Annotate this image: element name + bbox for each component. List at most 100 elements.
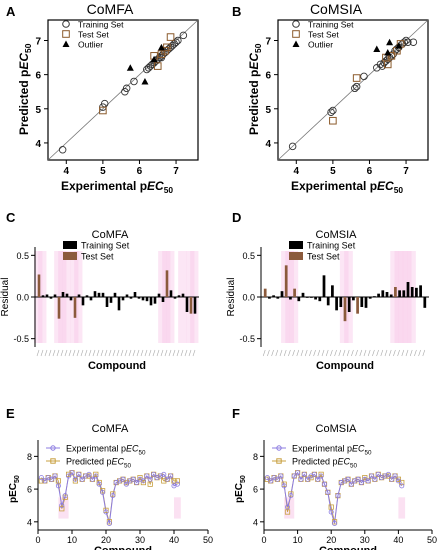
experimental-point: [96, 481, 102, 487]
compound-tick: [409, 349, 413, 357]
legend-marker-training: [292, 20, 300, 28]
training-bar: [415, 287, 418, 297]
training-bar: [173, 297, 177, 299]
experimental-point: [288, 493, 294, 499]
test-bar: [57, 297, 61, 319]
compound-tick: [309, 349, 312, 357]
legend-swatch-training: [63, 241, 77, 249]
y-tick-label: 4: [265, 139, 271, 150]
experimental-point: [55, 483, 61, 489]
legend-marker-test: [62, 30, 70, 38]
predicted-point: [86, 473, 92, 479]
legend-swatch-test: [63, 252, 77, 260]
training-bar: [268, 297, 271, 299]
x-axis-label: Experimental pEC50: [291, 179, 403, 195]
legend-marker-experimental: [276, 445, 282, 451]
x-tick-label: 50: [203, 535, 213, 545]
compound-tick: [355, 349, 358, 357]
x-tick-label: 6: [367, 166, 373, 177]
x-tick-label: 30: [135, 535, 145, 545]
panel-letter-D: D: [232, 210, 241, 225]
predicted-point: [362, 475, 368, 481]
panel-letter-F: F: [232, 406, 240, 421]
legend-label: Training Set: [81, 241, 130, 251]
compound-tick: [116, 349, 120, 357]
training-point: [409, 38, 418, 46]
training-bar: [398, 290, 401, 297]
bar-chart-D: 0.5 0.0 -0.5 Compound Residual Training SetTe…: [226, 241, 429, 372]
training-point: [376, 60, 385, 69]
compound-tick: [376, 349, 379, 357]
experimental-point: [372, 476, 378, 482]
compound-tick: [72, 349, 76, 357]
training-bar: [117, 297, 121, 311]
compound-tick: [279, 349, 283, 357]
test-point: [166, 33, 175, 41]
training-bar: [364, 297, 368, 308]
y-axis-label: Residual: [226, 278, 237, 317]
compound-tick: [334, 349, 337, 357]
compound-tick: [300, 349, 304, 357]
compound-tick: [76, 349, 80, 357]
training-bar: [85, 295, 89, 297]
panel-letter-A: A: [6, 4, 16, 19]
training-bar: [423, 297, 427, 308]
compound-tick: [112, 349, 116, 357]
legend-label-predicted: Predicted pEC50: [292, 457, 358, 470]
predicted-point: [288, 491, 294, 497]
outlier-point: [141, 77, 149, 85]
panel-title-A: CoMFA: [87, 1, 134, 17]
legend-label-predicted: Predicted pEC50: [66, 457, 132, 470]
outlier-point: [157, 43, 165, 51]
compound-tick: [372, 349, 375, 357]
outlier-point: [395, 42, 403, 49]
outlier-point: [384, 48, 392, 56]
y-tick-label: 6: [253, 485, 258, 495]
legend-label: Outlier: [78, 40, 103, 50]
experimental-point: [395, 478, 401, 484]
experimental-point: [161, 471, 167, 477]
y-axis-label: pEC50: [8, 475, 21, 503]
training-bar: [113, 292, 117, 297]
training-bar: [368, 297, 372, 299]
experimental-point: [66, 473, 72, 479]
training-bar: [181, 293, 185, 297]
test-point: [163, 43, 171, 52]
highlight-band: [174, 497, 181, 519]
compound-tick: [148, 349, 152, 357]
x-tick-label: 50: [427, 535, 437, 545]
y-tick-label: 0.5: [242, 251, 255, 261]
training-bar: [161, 297, 165, 302]
predicted-point: [100, 488, 106, 494]
compound-tick: [184, 349, 188, 357]
training-bar: [69, 297, 73, 301]
test-bar: [73, 297, 77, 318]
test-bar: [189, 297, 193, 314]
experimental-point: [369, 473, 375, 479]
compound-tick: [359, 349, 363, 357]
training-bar: [65, 293, 69, 297]
compound-tick: [96, 349, 100, 357]
highlight-band: [58, 497, 69, 519]
training-bar: [410, 287, 414, 297]
legend-label: Test Set: [308, 30, 339, 40]
experimental-point: [311, 471, 317, 477]
experimental-point: [38, 475, 44, 481]
x-tick-label: 4: [294, 166, 300, 177]
x-tick-label: 20: [326, 535, 336, 545]
training-point: [327, 108, 335, 116]
compound-tick: [351, 349, 354, 357]
compound-tick: [172, 349, 176, 357]
training-bar: [385, 292, 389, 297]
experimental-point: [348, 481, 354, 487]
experimental-point: [59, 502, 65, 508]
y-axis-label: Predicted pEC50: [17, 43, 33, 135]
training-bar: [109, 297, 113, 303]
training-bar: [373, 296, 376, 297]
compound-tick: [275, 349, 279, 357]
compound-tick: [152, 349, 156, 357]
test-point: [352, 74, 361, 82]
legend-marker-training: [62, 20, 70, 28]
y-tick-label: 4: [35, 139, 41, 150]
y-tick-label: 8: [253, 452, 258, 462]
